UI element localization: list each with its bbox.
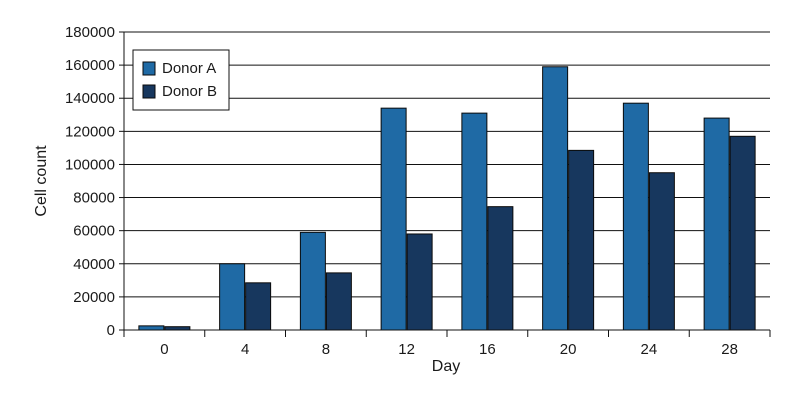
x-tick-label: 12: [398, 341, 415, 358]
y-tick-label: 20000: [73, 289, 115, 306]
bar-donor-a-day-12: [380, 107, 407, 331]
bar-donor-b-day-16: [487, 206, 514, 331]
bar-donor-b-day-24: [648, 172, 675, 331]
bar-donor-a-day-28: [703, 117, 730, 331]
y-tick-label: 180000: [65, 24, 115, 41]
y-tick-label: 40000: [73, 256, 115, 273]
y-tick-label: 60000: [73, 223, 115, 240]
legend: Donor A Donor B: [132, 49, 230, 111]
x-axis-title: Day: [432, 358, 460, 375]
bar-donor-b-day-8: [325, 272, 352, 331]
y-axis-title: Cell count: [33, 145, 50, 217]
y-tick-label: 0: [107, 322, 115, 339]
bar-donor-b-day-12: [406, 233, 433, 331]
axes: [119, 31, 771, 337]
x-tick-label: 24: [641, 341, 658, 358]
y-tick-label: 80000: [73, 190, 115, 207]
legend-swatch: [142, 61, 156, 76]
legend-label: Donor B: [162, 83, 217, 100]
bar-donor-b-day-28: [729, 135, 756, 331]
bar-donor-a-day-0: [138, 325, 165, 331]
bar-donor-b-day-4: [245, 282, 272, 331]
legend-swatch: [142, 84, 156, 99]
y-tick-label: 100000: [65, 156, 115, 173]
bar-donor-a-day-16: [461, 112, 488, 331]
y-tick-label: 120000: [65, 123, 115, 140]
legend-label: Donor A: [162, 60, 216, 77]
x-tick-label: 8: [322, 341, 330, 358]
x-tick-label: 4: [241, 341, 249, 358]
legend-box: [132, 49, 230, 111]
x-tick-label: 28: [721, 341, 738, 358]
bar-donor-a-day-20: [542, 66, 569, 331]
y-tick-label: 140000: [65, 90, 115, 107]
bar-donor-a-day-8: [299, 231, 326, 331]
x-tick-label: 0: [160, 341, 168, 358]
x-tick-label: 16: [479, 341, 496, 358]
bar-donor-b-day-20: [568, 149, 595, 331]
x-tick-label: 20: [560, 341, 577, 358]
tick-labels: 0 20000 40000 60000 80000 100000 120000 140000 1…: [65, 24, 738, 358]
bar-donor-a-day-4: [219, 263, 246, 331]
bar-donor-a-day-24: [622, 102, 649, 331]
y-tick-label: 160000: [65, 57, 115, 74]
bars: [138, 66, 756, 331]
